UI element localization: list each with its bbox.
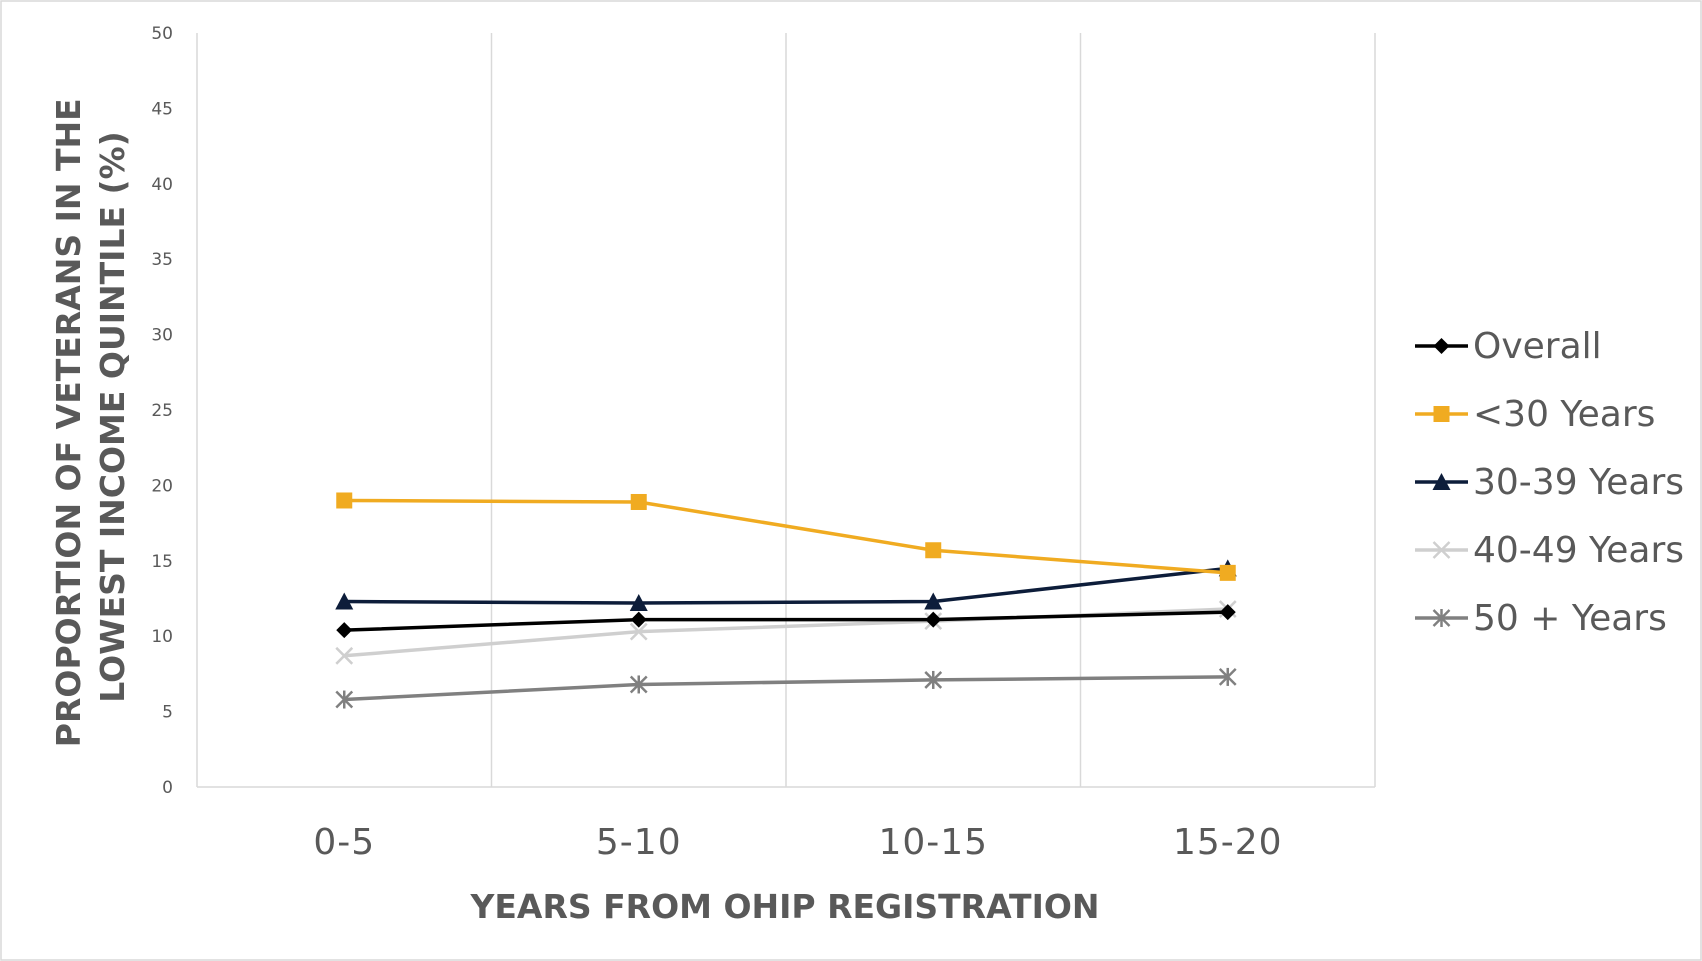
y-tick-label: 25 <box>151 401 173 421</box>
legend-item: <30 Years <box>1415 394 1655 435</box>
legend-marker <box>1433 406 1450 422</box>
data-point <box>1218 667 1237 686</box>
series-30-years <box>336 492 1236 581</box>
data-point <box>1219 564 1236 581</box>
legend-item: Overall <box>1415 326 1602 367</box>
legend-label: <30 Years <box>1473 394 1655 435</box>
y-tick-label: 5 <box>162 703 173 723</box>
data-point <box>335 646 354 665</box>
series-line <box>344 566 1228 605</box>
data-point <box>630 493 647 510</box>
series-overall <box>336 604 1236 639</box>
legend-label: 40-49 Years <box>1473 530 1684 571</box>
data-point <box>336 492 353 509</box>
y-axis-title-line-1: PROPORTION OF VETERANS IN THE <box>49 98 88 747</box>
legend-label: 50 + Years <box>1473 598 1667 639</box>
y-tick-label: 40 <box>151 175 173 195</box>
legend-label: 30-39 Years <box>1473 462 1684 503</box>
data-point <box>924 592 943 610</box>
series-50-years <box>335 667 1237 709</box>
y-tick-label: 10 <box>151 627 173 647</box>
y-tick-label: 15 <box>151 552 173 572</box>
legend-marker <box>1432 473 1451 490</box>
data-point <box>629 622 648 641</box>
y-tick-label: 45 <box>151 99 173 119</box>
x-tick-label: 15-20 <box>1173 822 1283 863</box>
data-point <box>629 675 648 694</box>
x-tick-label: 0-5 <box>313 822 375 863</box>
y-tick-label: 30 <box>151 326 173 346</box>
x-axis-ticks: 0-5 5-10 10-15 15-20 <box>313 822 1283 863</box>
legend-marker <box>1432 541 1451 559</box>
data-point <box>629 594 648 612</box>
series-line <box>344 675 1228 702</box>
data-point <box>925 542 942 559</box>
data-point <box>335 592 354 610</box>
x-tick-label: 5-10 <box>596 822 682 863</box>
data-point <box>925 611 942 628</box>
legend-item: 30-39 Years <box>1415 462 1684 503</box>
legend-label: Overall <box>1473 326 1602 367</box>
legend: Overall <30 Years 30-39 Years 40-49 Years 50… <box>1415 326 1684 639</box>
data-point <box>630 611 647 628</box>
gridlines <box>196 33 1376 788</box>
x-tick-label: 10-15 <box>878 822 988 863</box>
y-tick-label: 20 <box>151 476 173 496</box>
y-tick-label: 35 <box>151 250 173 270</box>
data-point <box>924 670 943 689</box>
legend-marker <box>1432 609 1451 627</box>
data-point <box>336 622 353 639</box>
y-tick-label: 0 <box>162 778 173 798</box>
legend-item: 40-49 Years <box>1415 530 1684 571</box>
legend-marker <box>1433 338 1450 354</box>
data-point <box>1219 604 1236 621</box>
data-point <box>335 690 354 709</box>
y-axis-title-line-2: LOWEST INCOME QUINTILE (%) <box>93 131 132 702</box>
series-line <box>344 610 1228 632</box>
x-axis-title: YEARS FROM OHIP REGISTRATION <box>469 887 1099 926</box>
y-axis-ticks: 0 5 10 15 20 25 30 35 40 45 50 <box>151 24 173 798</box>
legend-item: 50 + Years <box>1415 598 1667 639</box>
series-group <box>335 492 1237 709</box>
y-tick-label: 50 <box>151 24 173 44</box>
y-axis-title: PROPORTION OF VETERANS IN THE LOWEST INC… <box>49 87 132 747</box>
series-line <box>344 498 1228 575</box>
